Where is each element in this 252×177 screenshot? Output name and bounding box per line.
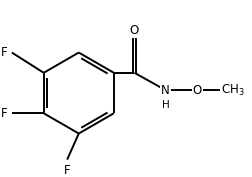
Text: H: H bbox=[161, 99, 169, 110]
Text: F: F bbox=[1, 46, 8, 59]
Text: N: N bbox=[161, 84, 169, 97]
Text: F: F bbox=[1, 107, 8, 120]
Text: O: O bbox=[129, 24, 139, 37]
Text: CH$_3$: CH$_3$ bbox=[220, 83, 244, 98]
Text: O: O bbox=[192, 84, 201, 97]
Text: F: F bbox=[64, 164, 70, 177]
